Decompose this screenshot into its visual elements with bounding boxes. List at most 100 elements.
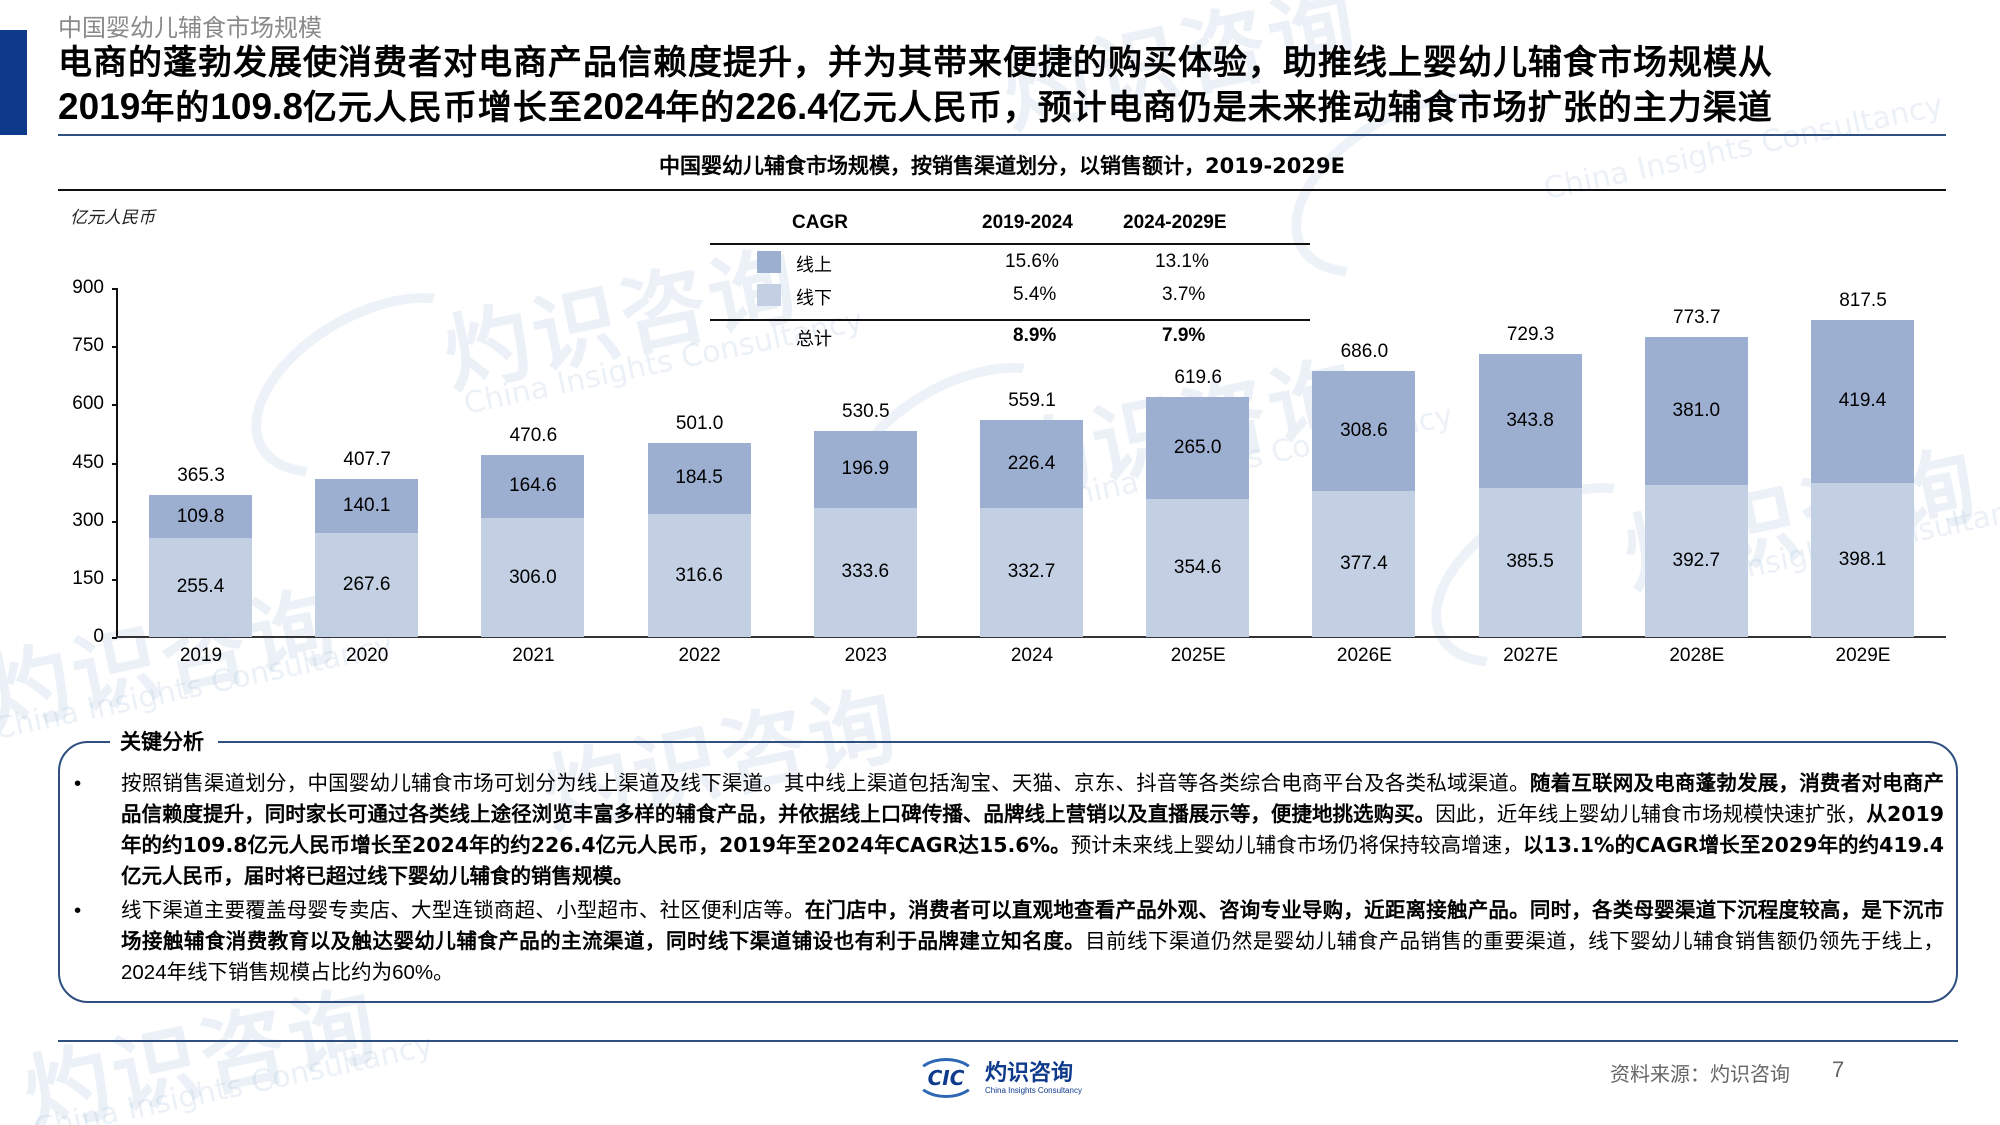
bar-segment-online: 140.1 [315,478,419,534]
bullet-icon: • [74,899,82,922]
headline-line-2: 2019年的109.8亿元人民币增长至2024年的226.4亿元人民币，预计电商… [58,85,1958,130]
y-tick-label: 0 [93,626,104,647]
bar-total-label: 619.6 [1174,366,1222,388]
legend-swatch-offline [757,284,781,306]
y-tick-mark [112,346,117,349]
headline-line-1: 电商的蓬勃发展使消费者对电商产品信赖度提升，并为其带来便捷的购买体验，助推线上婴… [58,43,1773,83]
key-analysis-title: 关键分析 [110,726,218,756]
bar-total-label: 559.1 [1008,390,1056,412]
bar-segment-offline: 267.6 [315,533,419,637]
x-tick-label: 2028E [1669,645,1725,666]
cic-logo-icon: CIC [915,1058,977,1098]
cagr-divider [710,319,1310,321]
bar-segment-online: 265.0 [1146,396,1250,500]
analysis-text-bold: 以13.1%的CAGR增长至2029年的约419.4亿元人民币， [121,833,1944,888]
headline-text: 亿元人民币增长至 [302,88,583,128]
page-headline: 电商的蓬勃发展使消费者对电商产品信赖度提升，并为其带来便捷的购买体验，助推线上婴… [58,42,1958,130]
logo-name-en: China Insights Consultancy [985,1085,1082,1095]
headline-number: 226.4 [735,86,828,127]
page-number: 7 [1832,1057,1845,1082]
analysis-bullet-offline: • 线下渠道主要覆盖母婴专卖店、大型连锁商超、小型超市、社区便利店等。在门店中，… [68,895,1944,988]
cagr-divider [710,243,1310,245]
cagr-header-row: CAGR 2019-2024 2024-2029E [710,208,1310,241]
bar-segment-offline: 354.6 [1146,499,1250,637]
headline-text: 年的 [665,88,736,128]
bar-segment-offline: 392.7 [1644,484,1748,637]
cagr-total-2019-2024: 8.9% [1013,325,1057,346]
headline-divider [58,134,1946,136]
bar-segment-online: 184.5 [647,442,751,515]
logo-mark-text: CIC [927,1066,965,1090]
cagr-header-label: CAGR [792,212,848,233]
x-tick-label: 2024 [1010,645,1054,666]
analysis-text: 线下渠道主要覆盖母婴专卖店、大型连锁商超、小型超市、社区便利店等。 [121,898,805,922]
y-axis-unit-label: 亿元人民币 [70,208,155,228]
cagr-row-online: 线上 15.6% 13.1% [710,247,1310,280]
x-tick-label: 2022 [678,645,721,666]
x-tick-label: 2025E [1170,645,1226,666]
y-tick-label: 150 [72,567,104,589]
cagr-online-2024-2029: 13.1% [1155,251,1209,272]
chart-title: 中国婴幼儿辅食市场规模，按销售渠道划分，以销售额计，2019-2029E [659,154,1345,178]
y-tick-mark [112,578,117,581]
x-axis [116,636,1946,638]
y-tick-label: 300 [72,509,104,531]
x-tick-label: 2021 [512,645,555,666]
y-tick-mark [112,520,117,523]
logo-ring [915,1058,977,1098]
cagr-table: CAGR 2019-2024 2024-2029E 线上 15.6% 13.1%… [710,208,1310,354]
bar-segment-online: 164.6 [481,454,585,519]
bar-total-label: 365.3 [177,465,225,487]
y-tick-label: 450 [72,451,104,473]
y-axis [116,288,118,637]
source-note: 资料来源：灼识咨询 [1610,1062,1790,1086]
bar-segment-online: 381.0 [1644,336,1748,485]
bar-segment-online: 226.4 [980,420,1083,508]
y-tick-label: 600 [72,393,104,415]
cagr-total-2024-2029: 7.9% [1162,325,1206,346]
bullet-icon: • [74,772,82,795]
bar-segment-online: 419.4 [1811,319,1914,483]
y-tick-label: 750 [72,335,104,357]
analysis-text: 预计未来线上婴幼儿辅食市场仍将保持较高增速， [1070,833,1523,857]
x-tick-label: 2023 [844,645,887,666]
x-tick-label: 2019 [179,645,223,666]
headline-number: 109.8 [210,86,303,127]
key-analysis-box [58,741,1958,1003]
cagr-offline-2024-2029: 3.7% [1162,284,1206,305]
cagr-offline-2019-2024: 5.4% [1013,284,1057,305]
headline-text: 亿元人民币，预计电商仍是未来推动辅食市场扩张的主力渠道 [827,88,1773,128]
x-tick-label: 2026E [1336,645,1392,666]
company-logo: CIC 灼识咨询 China Insights Consultancy [915,1058,1082,1098]
headline-number: 2024 [582,86,666,127]
bar-segment-offline: 398.1 [1811,482,1914,637]
bar-segment-offline: 306.0 [481,518,585,637]
logo-name-cn: 灼识咨询 [985,1060,1074,1086]
y-tick-mark [112,404,117,407]
bar-total-label: 407.7 [343,448,391,470]
cagr-total-label: 总计 [796,329,832,350]
bar-segment-online: 109.8 [149,495,252,538]
bar-total-label: 501.0 [675,412,724,434]
cagr-online-2019-2024: 15.6% [1005,251,1059,272]
bar-segment-online: 196.9 [813,431,917,508]
bar-total-label: 530.5 [842,401,890,423]
analysis-text-bold: 从2019年的约109.8亿元人民币增长至2024年的约226.4亿元人民币，2… [121,802,1944,857]
analysis-text: 2024年线下销售规模占比约为60%。 [121,961,454,984]
bar-segment-offline: 255.4 [149,537,252,637]
y-tick-mark [112,637,117,639]
cagr-header-period-1: 2019-2024 [982,212,1073,233]
cagr-row-offline: 线下 5.4% 3.7% [710,280,1310,313]
y-tick-label: 900 [72,277,104,298]
accent-bar [0,30,27,135]
bar-segment-online: 343.8 [1478,354,1582,488]
analysis-text-bold: 随着互联网及电商蓬勃发展，消费者对电商产品信赖度提升，同时家长可通过各类线上途径… [121,771,1945,826]
x-tick-label: 2027E [1503,645,1559,666]
section-label: 中国婴幼儿辅食市场规模 [58,14,322,42]
bar-segment-offline: 385.5 [1478,487,1582,637]
bar-total-label: 470.6 [509,424,558,446]
bar-total-label: 686.0 [1340,340,1389,362]
headline-number: 2019 [58,86,141,127]
cagr-header-period-2: 2024-2029E [1123,212,1227,233]
stacked-bar-chart: 0 150 300 450 600 750 900 255.4 109.8 365.3 2019 26… [72,277,1946,666]
